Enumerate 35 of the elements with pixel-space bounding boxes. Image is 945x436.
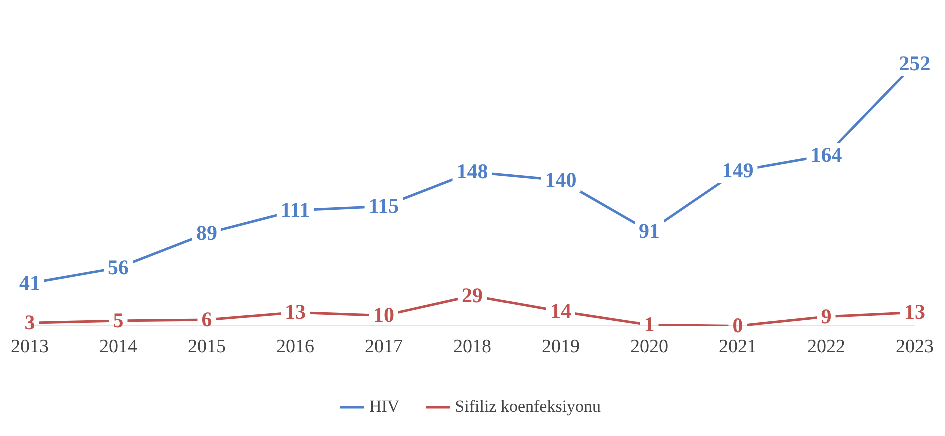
- data-label: 149: [722, 158, 754, 183]
- x-tick-label: 2018: [454, 336, 492, 358]
- x-tick-label: 2016: [276, 336, 314, 358]
- data-label: 13: [285, 300, 306, 324]
- x-tick-label: 2019: [542, 336, 580, 358]
- data-label: 1: [644, 312, 655, 337]
- legend-label: HIV: [369, 396, 400, 416]
- data-label: 9: [821, 304, 832, 328]
- data-label: 164: [810, 142, 843, 167]
- data-label: 89: [196, 221, 218, 246]
- data-label: 29: [462, 283, 483, 308]
- x-tick-label: 2022: [808, 336, 846, 358]
- x-tick-label: 2023: [896, 336, 934, 358]
- x-tick-label: 2013: [11, 336, 49, 358]
- data-label: 14: [550, 299, 572, 324]
- data-label: 41: [20, 270, 40, 295]
- data-label: 91: [639, 218, 660, 243]
- x-tick-label: 2014: [100, 336, 138, 358]
- data-label: 0: [732, 314, 744, 338]
- data-label: 5: [113, 308, 124, 332]
- data-label: 148: [456, 160, 488, 184]
- data-label: 115: [368, 194, 400, 218]
- x-tick-label: 2017: [365, 336, 403, 358]
- x-tick-label: 2021: [719, 336, 757, 358]
- data-label: 111: [280, 198, 310, 222]
- data-label: 6: [202, 307, 212, 332]
- data-label: 140: [545, 168, 577, 192]
- data-label: 252: [899, 51, 931, 76]
- x-tick-label: 2020: [630, 336, 668, 358]
- data-label: 56: [108, 255, 129, 280]
- data-label: 13: [904, 300, 926, 324]
- data-label: 3: [24, 310, 36, 334]
- x-tick-label: 2015: [188, 336, 226, 358]
- legend-label: Sifiliz koenfeksiyonu: [455, 396, 602, 416]
- data-label: 10: [374, 303, 394, 328]
